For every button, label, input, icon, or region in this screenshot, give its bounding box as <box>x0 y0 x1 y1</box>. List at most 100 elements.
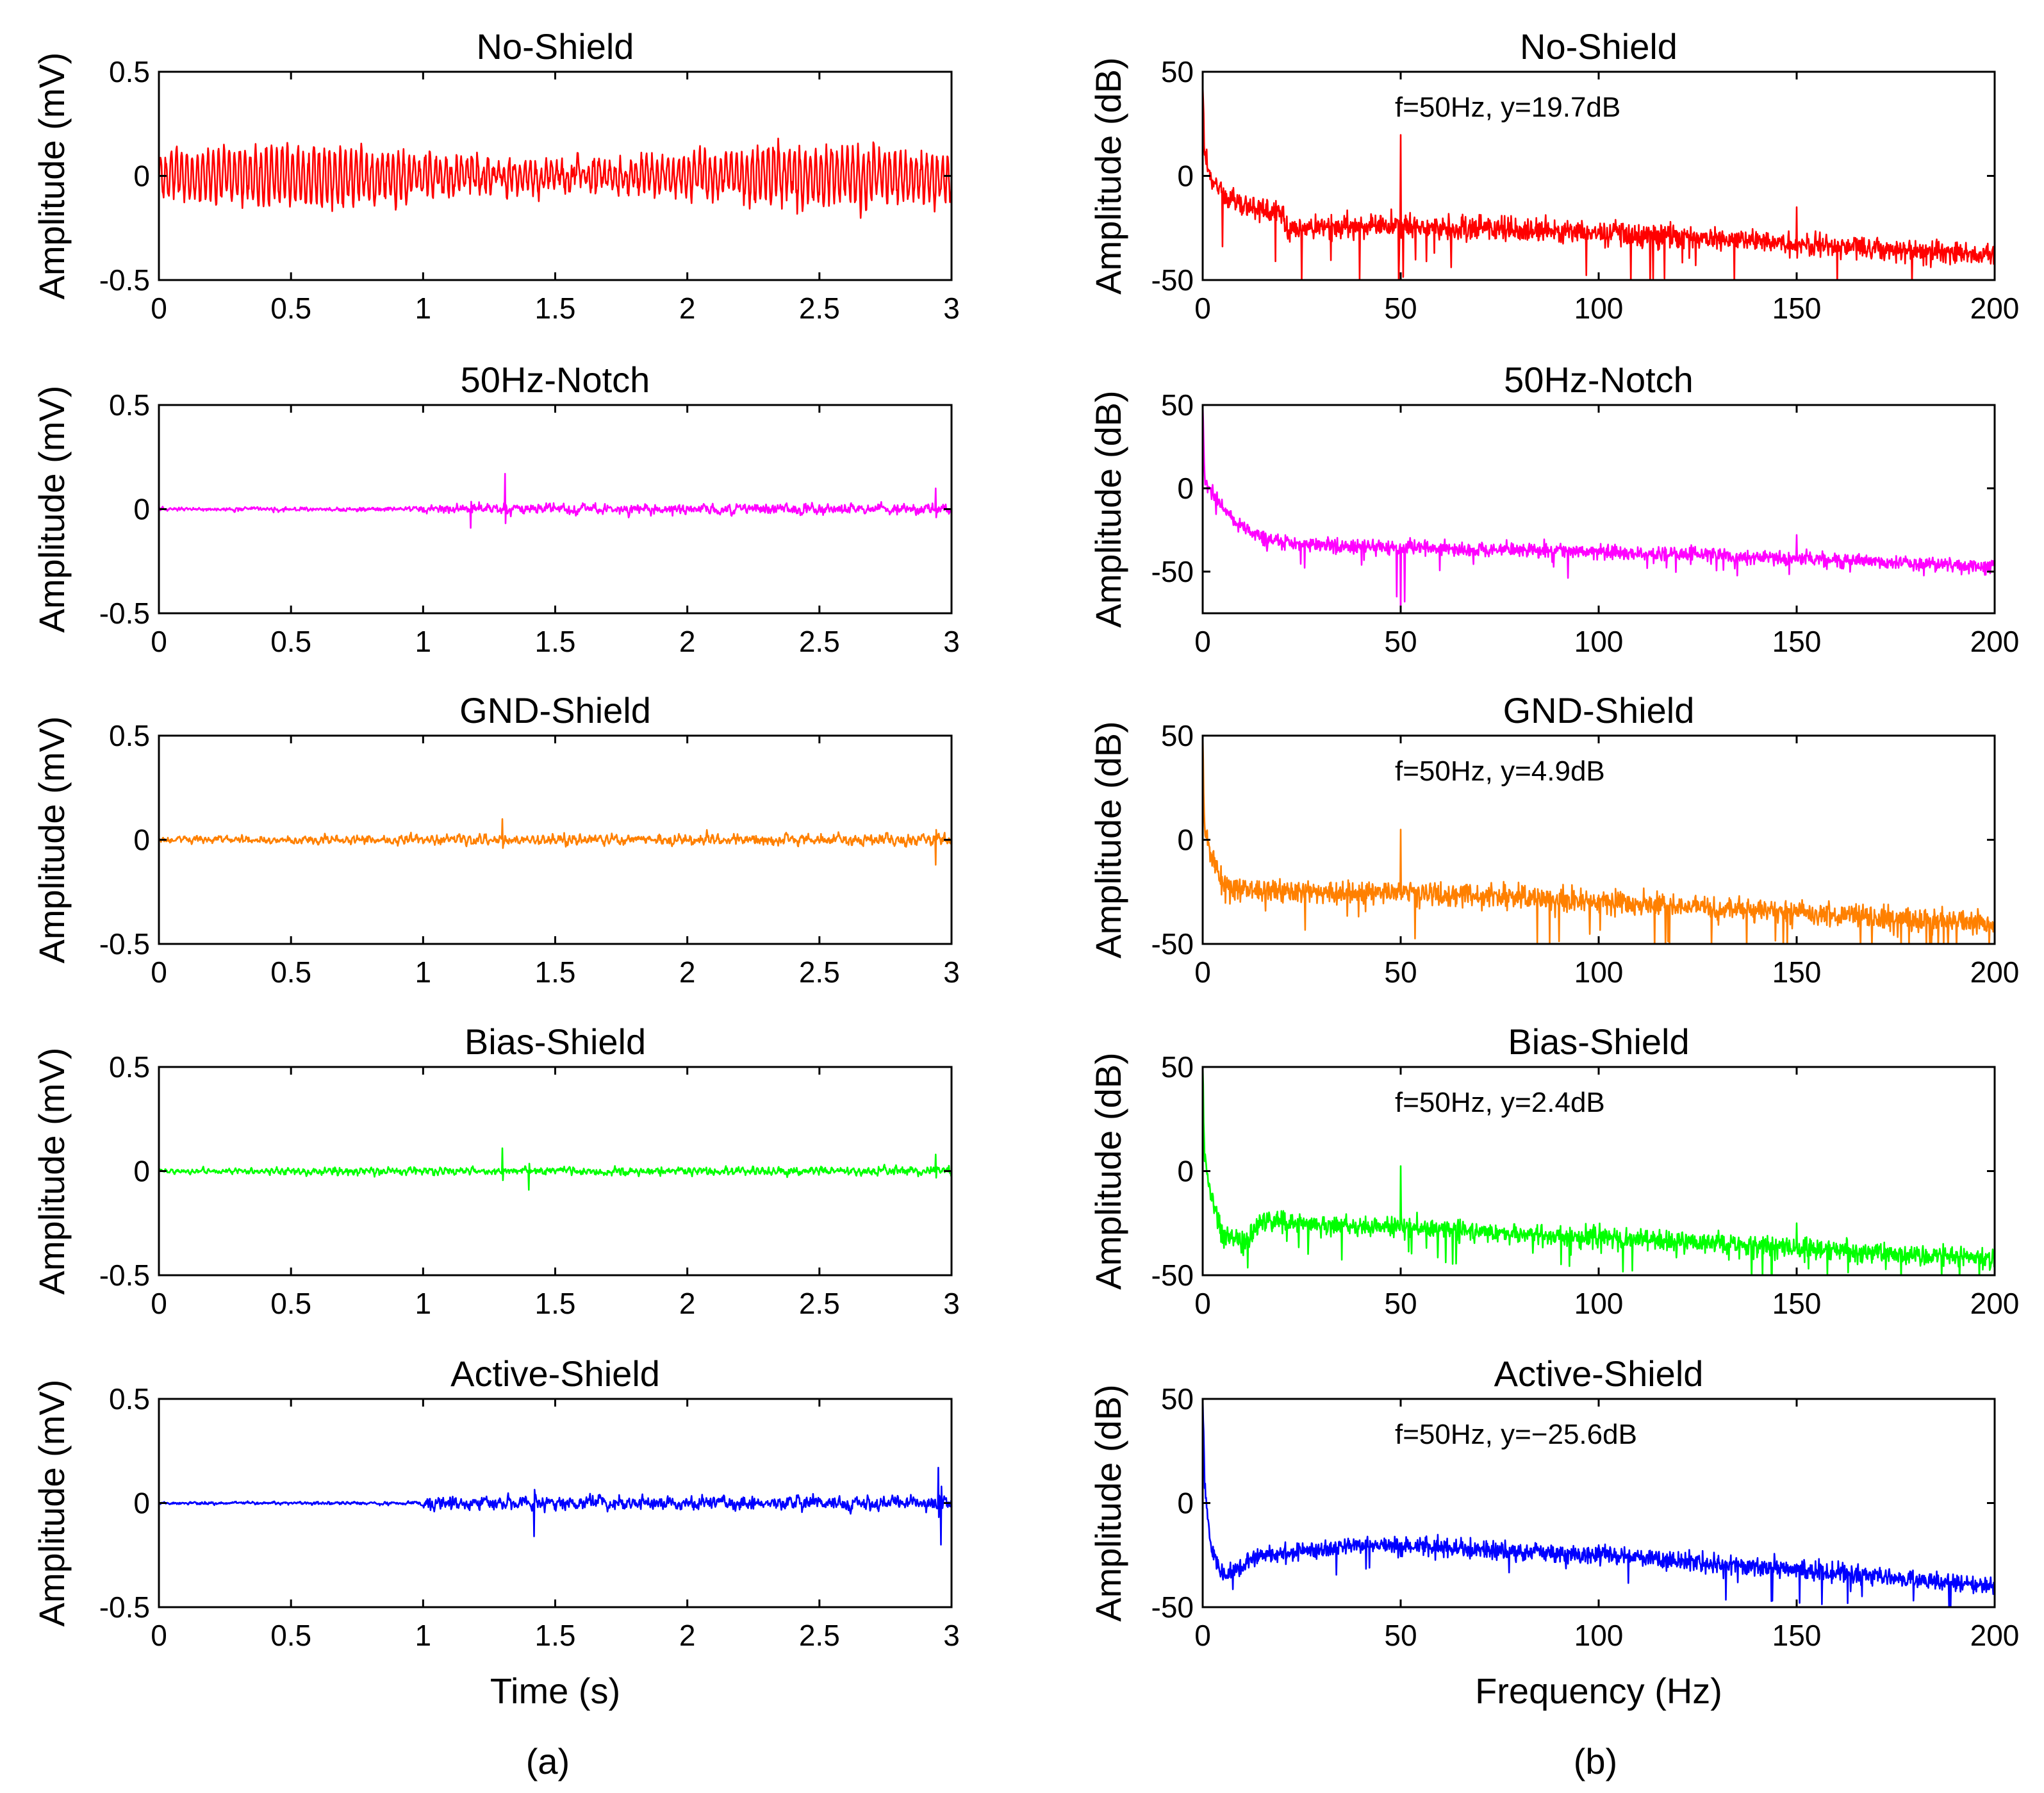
x-tick-label: 0.5 <box>270 292 311 325</box>
x-tick-label: 2 <box>679 292 696 325</box>
x-tick-label: 2 <box>679 1619 696 1652</box>
y-axis-label: Amplitude (mV) <box>31 386 72 633</box>
series-line-a1 <box>159 137 952 219</box>
x-tick-label: 1 <box>415 1287 432 1320</box>
y-tick-label: 0 <box>133 1155 150 1188</box>
peak-annotation: f=50Hz, y=19.7dB <box>1395 92 1620 123</box>
caption-a: (a) <box>526 1741 570 1781</box>
x-tick-label: 2 <box>679 1287 696 1320</box>
x-tick-label: 200 <box>1970 1619 2020 1652</box>
y-tick-label: 50 <box>1161 1382 1194 1416</box>
x-tick-label: 2.5 <box>799 292 840 325</box>
y-tick-label: 50 <box>1161 55 1194 88</box>
x-tick-label: 1 <box>415 955 432 989</box>
x-tick-label: 150 <box>1772 292 1822 325</box>
y-tick-label: 0 <box>133 823 150 857</box>
x-tick-label: 150 <box>1772 625 1822 658</box>
y-axis-label: Amplitude (dB) <box>1088 57 1128 294</box>
y-tick-label: 0.5 <box>109 719 150 752</box>
y-tick-label: 0.5 <box>109 388 150 422</box>
y-axis-label: Amplitude (mV) <box>31 53 72 300</box>
y-axis-label: Amplitude (dB) <box>1088 390 1128 627</box>
x-tick-label: 0 <box>1194 955 1211 989</box>
x-tick-label: 1.5 <box>535 955 576 989</box>
y-tick-label: 0 <box>1177 823 1194 857</box>
series-line-b5 <box>1203 1399 1995 1607</box>
x-tick-label: 1.5 <box>535 1287 576 1320</box>
x-tick-label: 150 <box>1772 1287 1822 1320</box>
subplots: 0 0.5 1 1.5 2 2.5 3-0.500.5No-ShieldAmplitude … <box>31 26 2019 1711</box>
x-tick-label: 100 <box>1574 625 1624 658</box>
y-tick-label: 0 <box>1177 1155 1194 1188</box>
x-axis-label: Frequency (Hz) <box>1475 1671 1722 1711</box>
y-axis-label: Amplitude (dB) <box>1088 1052 1128 1289</box>
series-line-a3 <box>159 818 952 866</box>
x-tick-label: 150 <box>1772 1619 1822 1652</box>
x-axis-label: Time (s) <box>490 1671 620 1711</box>
peak-annotation: f=50Hz, y=4.9dB <box>1395 756 1605 787</box>
y-tick-label: -0.5 <box>99 1259 150 1292</box>
y-axis-label: Amplitude (dB) <box>1088 1384 1128 1621</box>
subplot-a2: 0 0.5 1 1.5 2 2.5 3-0.500.550Hz-NotchAmplitude… <box>31 359 960 658</box>
x-tick-label: 1.5 <box>535 292 576 325</box>
plot-frame-b2 <box>1201 404 1996 615</box>
subplot-title: GND-Shield <box>459 690 651 731</box>
series-line-b2 <box>1203 405 1995 613</box>
x-tick-label: 0 <box>151 1619 167 1652</box>
x-tick-label: 2 <box>679 955 696 989</box>
x-tick-label: 3 <box>943 955 960 989</box>
subplot-title: 50Hz-Notch <box>1504 359 1694 400</box>
y-axis-label: Amplitude (dB) <box>1088 721 1128 958</box>
y-tick-label: 0 <box>1177 160 1194 193</box>
y-axis-label: Amplitude (mV) <box>31 1048 72 1295</box>
x-tick-label: 0.5 <box>270 1619 311 1652</box>
x-tick-label: 0 <box>1194 292 1211 325</box>
x-tick-label: 50 <box>1384 1619 1417 1652</box>
y-tick-label: -50 <box>1151 1591 1194 1624</box>
x-tick-label: 1.5 <box>535 1619 576 1652</box>
series-line-a5 <box>159 1467 952 1546</box>
y-tick-label: 50 <box>1161 388 1194 422</box>
x-tick-label: 1 <box>415 1619 432 1652</box>
x-tick-label: 3 <box>943 1619 960 1652</box>
x-tick-label: 50 <box>1384 292 1417 325</box>
subplot-b2: 0 50 100 150 200 -50 0 50 50Hz-Notch Amplitude (d… <box>1088 359 2019 658</box>
subplot-title: GND-Shield <box>1503 690 1695 731</box>
x-tick-label: 100 <box>1574 1619 1624 1652</box>
subplot-a4: 0 0.5 1 1.5 2 2.5 3-0.500.5Bias-ShieldAmplitud… <box>31 1021 960 1320</box>
y-tick-label: -0.5 <box>99 597 150 630</box>
y-tick-label: -50 <box>1151 1259 1194 1292</box>
x-tick-label: 200 <box>1970 955 2020 989</box>
x-tick-label: 100 <box>1574 292 1624 325</box>
y-tick-label: 0.5 <box>109 1050 150 1084</box>
y-tick-label: -0.5 <box>99 927 150 961</box>
y-tick-label: -50 <box>1151 927 1194 961</box>
series-line-b3 <box>1203 736 1995 944</box>
subplot-a5: 0 0.5 1 1.5 2 2.5 3-0.500.5Active-ShieldAmplit… <box>31 1353 960 1711</box>
peak-annotation: f=50Hz, y=2.4dB <box>1395 1087 1605 1118</box>
subplot-b5: 0 50 100 150 200-50050Active-ShieldAmplitude… <box>1088 1353 2019 1711</box>
x-tick-label: 200 <box>1970 292 2020 325</box>
y-axis-label: Amplitude (mV) <box>31 1380 72 1627</box>
x-tick-label: 0.5 <box>270 625 311 658</box>
x-tick-label: 2.5 <box>799 1619 840 1652</box>
x-tick-label: 50 <box>1384 955 1417 989</box>
x-tick-label: 0.5 <box>270 955 311 989</box>
y-tick-label: -50 <box>1151 263 1194 297</box>
series-line-a4 <box>159 1147 952 1191</box>
caption-b: (b) <box>1574 1741 1617 1781</box>
y-tick-label: 0 <box>133 493 150 526</box>
subplot-a1: 0 0.5 1 1.5 2 2.5 3-0.500.5No-ShieldAmplitude … <box>31 26 960 325</box>
y-tick-label: 0 <box>1177 472 1194 505</box>
x-tick-label: 0 <box>151 292 167 325</box>
x-tick-label: 3 <box>943 1287 960 1320</box>
x-tick-label: 0 <box>1194 1287 1211 1320</box>
x-tick-label: 2.5 <box>799 625 840 658</box>
x-tick-label: 150 <box>1772 955 1822 989</box>
subplot-title: Bias-Shield <box>465 1021 646 1062</box>
y-axis-label: Amplitude (mV) <box>31 716 72 964</box>
series-line-b4 <box>1203 1067 1995 1275</box>
x-tick-label: 100 <box>1574 955 1624 989</box>
